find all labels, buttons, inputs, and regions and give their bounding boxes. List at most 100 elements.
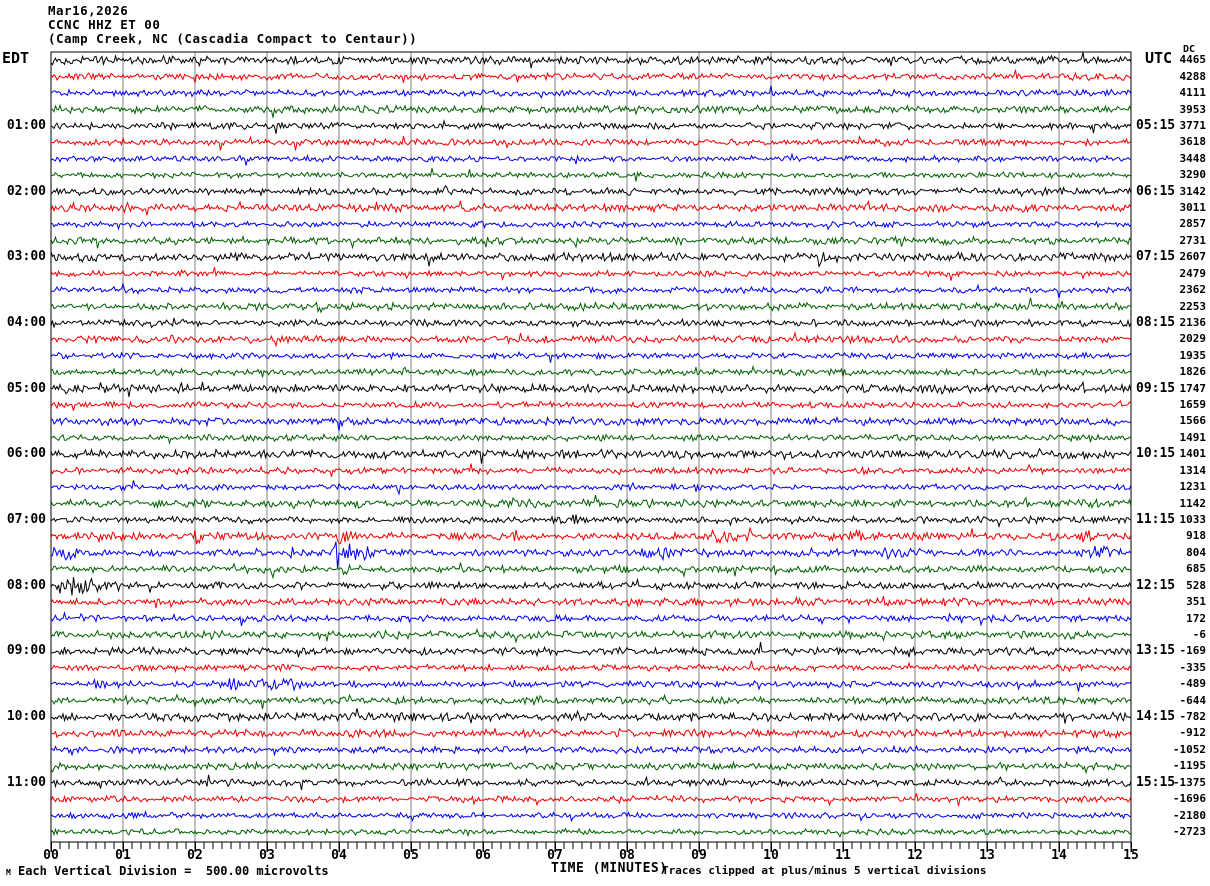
left-hour-label-0500: 05:00 [6, 380, 46, 396]
dc-offset-value: -335 [1179, 660, 1207, 674]
trace-row-40 [50, 708, 1132, 724]
right-hour-label-0815: 08:15 [1136, 314, 1176, 330]
dc-offset-value: -2723 [1172, 824, 1206, 838]
trace-row-16 [50, 317, 1132, 329]
left-hour-label-0100: 01:00 [6, 117, 46, 133]
trace-row-6 [50, 152, 1132, 166]
trace-row-22 [50, 415, 1132, 431]
trace-row-9 [50, 199, 1132, 216]
trace-row-23 [50, 432, 1132, 445]
dc-offset-value: -912 [1179, 726, 1207, 740]
trace-row-42 [50, 744, 1132, 757]
right-hour-label-1515: 15:15 [1136, 774, 1176, 790]
trace-row-7 [50, 167, 1132, 182]
dc-offset-value: 2253 [1179, 299, 1207, 313]
dc-offset-value: 1566 [1179, 414, 1207, 428]
station-code: CCNC HHZ ET 00 [48, 17, 161, 32]
trace-row-32 [50, 577, 1132, 596]
trace-row-26 [50, 480, 1132, 496]
dc-offset-value: 3290 [1179, 168, 1207, 182]
right-hour-label-0715: 07:15 [1136, 249, 1176, 265]
trace-row-34 [50, 610, 1132, 627]
dc-offset-value: -1195 [1172, 759, 1206, 773]
trace-row-45 [50, 793, 1132, 807]
dc-offset-value: 2029 [1179, 332, 1207, 346]
dc-offset-value: 1314 [1179, 463, 1207, 477]
trace-row-28 [50, 514, 1132, 529]
trace-row-4 [50, 119, 1132, 134]
dc-offset-value: 2607 [1179, 250, 1207, 264]
dc-offset-value: 2857 [1179, 217, 1207, 231]
trace-row-0 [50, 52, 1132, 69]
right-hour-label-0615: 06:15 [1136, 183, 1176, 199]
dc-offset-value: -6 [1192, 627, 1206, 641]
right-hour-label-1415: 14:15 [1136, 709, 1176, 724]
left-hour-label-0400: 04:00 [6, 314, 46, 330]
dc-offset-value: -1375 [1172, 775, 1206, 789]
trace-row-2 [50, 85, 1132, 99]
right-hour-label-1315: 13:15 [1136, 643, 1176, 659]
watermark: M [6, 868, 11, 877]
trace-row-20 [50, 380, 1132, 397]
right-hour-label-0515: 05:15 [1136, 117, 1176, 133]
trace-row-25 [50, 463, 1132, 477]
trace-row-39 [50, 693, 1132, 709]
dc-offset-value: 1401 [1179, 447, 1207, 461]
trace-row-44 [50, 774, 1132, 791]
trace-row-24 [50, 447, 1132, 464]
trace-row-31 [50, 562, 1132, 580]
right-hour-label-1115: 11:15 [1136, 512, 1176, 527]
left-hour-label-0800: 08:00 [6, 577, 46, 593]
dc-offset-value: 3953 [1179, 102, 1207, 116]
dc-offset-value: -1696 [1172, 792, 1206, 806]
dc-offset-value: 3618 [1179, 135, 1207, 149]
trace-row-15 [50, 297, 1132, 314]
dc-offset-value: 4288 [1179, 69, 1207, 83]
x-axis-title: TIME (MINUTES) [551, 861, 668, 876]
dc-offset-value: 2362 [1179, 283, 1207, 297]
left-hour-label-0700: 07:00 [6, 512, 46, 527]
trace-row-36 [50, 642, 1132, 658]
trace-row-11 [50, 234, 1132, 250]
dc-offset-value: 2479 [1179, 266, 1207, 280]
x-tick-label-00: 00 [43, 848, 59, 863]
dc-offset-value: 172 [1186, 611, 1206, 625]
trace-row-41 [51, 727, 1132, 740]
trace-row-14 [50, 281, 1132, 299]
plot-frame [50, 51, 1132, 843]
left-hour-label-1100: 11:00 [6, 774, 46, 790]
left-hour-label-0600: 06:00 [6, 446, 46, 462]
dc-offset-value: -782 [1179, 710, 1207, 723]
dc-offset-value: -169 [1179, 644, 1207, 658]
trace-row-38 [50, 677, 1132, 692]
left-hour-label-1000: 10:00 [6, 709, 46, 724]
dc-offset-value: -489 [1179, 677, 1207, 691]
dc-offset-value: 4465 [1179, 53, 1207, 67]
x-tick-label-15: 15 [1123, 848, 1139, 863]
x-tick-label-11: 11 [835, 848, 851, 863]
x-tick-label-04: 04 [331, 848, 347, 863]
dc-offset-value: 4111 [1179, 86, 1207, 99]
x-tick-label-02: 02 [187, 848, 203, 863]
trace-row-3 [50, 103, 1132, 118]
trace-row-30 [50, 541, 1132, 569]
trace-row-10 [51, 220, 1132, 231]
trace-row-46 [50, 809, 1132, 823]
x-tick-label-03: 03 [259, 848, 275, 863]
trace-row-47 [50, 827, 1132, 838]
dc-offset-value: 1659 [1179, 398, 1207, 411]
left-hour-label-0200: 02:00 [6, 183, 46, 199]
dc-offset-value: 2136 [1179, 315, 1207, 329]
x-tick-label-05: 05 [403, 848, 419, 863]
dc-offset-value: 528 [1186, 578, 1206, 592]
dc-offset-value: 1491 [1179, 430, 1207, 444]
dc-offset-value: -2180 [1172, 808, 1206, 822]
dc-offset-value: 3771 [1179, 118, 1207, 132]
trace-row-35 [50, 628, 1132, 644]
right-hour-label-0915: 09:15 [1136, 380, 1176, 396]
trace-row-13 [50, 266, 1132, 281]
trace-row-43 [50, 760, 1131, 775]
dc-offset-value: 1231 [1179, 480, 1207, 494]
